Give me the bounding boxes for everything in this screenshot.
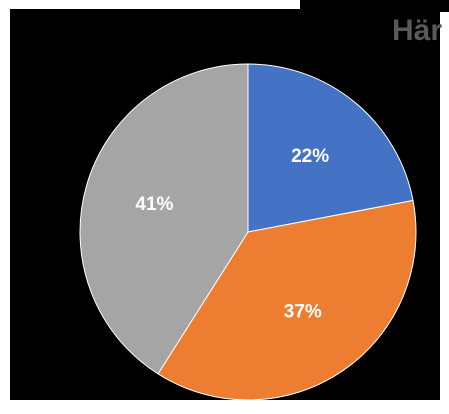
data-label: 37%	[284, 302, 322, 323]
chart-title: Här	[392, 14, 442, 47]
pie-slice	[247, 63, 414, 233]
data-label: 41%	[135, 194, 173, 215]
pie-slice	[157, 199, 417, 401]
data-label: 22%	[291, 146, 329, 167]
plot-background-top	[300, 0, 449, 12]
pie-slice	[79, 63, 249, 375]
